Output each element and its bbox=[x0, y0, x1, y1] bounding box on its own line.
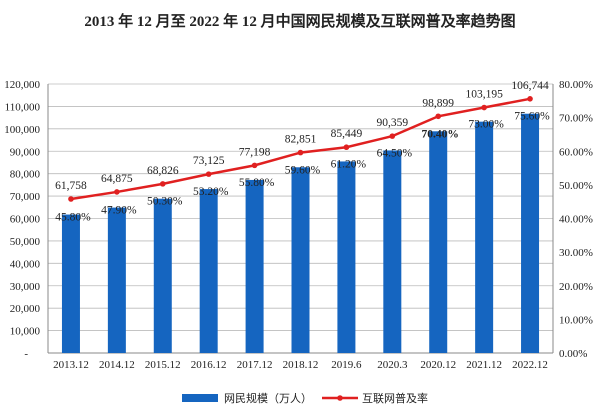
right-tick-label: 50.00% bbox=[559, 180, 593, 192]
left-tick-label: 110,000 bbox=[5, 101, 41, 113]
x-tick-label: 2013.12 bbox=[53, 359, 89, 371]
rate-value-label: 55.80% bbox=[239, 177, 275, 189]
rate-value-label: 70.40% bbox=[422, 128, 459, 140]
bar bbox=[199, 189, 218, 353]
x-tick-label: 2016.12 bbox=[191, 359, 227, 371]
line-point bbox=[251, 162, 258, 169]
bar bbox=[107, 207, 126, 353]
bar bbox=[429, 131, 448, 353]
right-tick-label: 20.00% bbox=[559, 281, 593, 293]
x-tick-label: 2014.12 bbox=[99, 359, 135, 371]
x-tick-label: 2019.6 bbox=[331, 359, 362, 371]
x-tick-label: 2020.3 bbox=[377, 359, 408, 371]
x-tick-label: 2022.12 bbox=[512, 359, 548, 371]
right-tick-label: 30.00% bbox=[559, 247, 593, 259]
line-point bbox=[205, 171, 212, 177]
bar-value-label: 73,125 bbox=[193, 155, 225, 167]
rate-value-label: 61.20% bbox=[331, 158, 367, 170]
bar-value-label: 90,359 bbox=[377, 117, 409, 129]
line-point bbox=[435, 113, 442, 120]
bar-value-label: 64,875 bbox=[101, 173, 133, 185]
left-tick-label: 70,000 bbox=[10, 191, 41, 203]
bar-value-label: 61,758 bbox=[55, 180, 87, 192]
left-tick-label: 40,000 bbox=[10, 258, 41, 270]
left-tick-label: 100,000 bbox=[4, 124, 40, 136]
line-point bbox=[114, 189, 120, 195]
right-tick-label: 0.00% bbox=[559, 348, 587, 360]
x-tick-label: 2015.12 bbox=[145, 359, 181, 371]
line-point bbox=[297, 149, 304, 156]
bar-value-label: 77,198 bbox=[239, 146, 271, 158]
line-point bbox=[343, 144, 350, 151]
bar-value-label: 82,851 bbox=[285, 134, 317, 146]
left-tick-label: 30,000 bbox=[10, 281, 41, 293]
line-point bbox=[159, 181, 166, 187]
left-tick-label: 120,000 bbox=[4, 79, 40, 91]
x-tick-label: 2018.12 bbox=[283, 359, 319, 371]
rate-value-label: 47.90% bbox=[101, 205, 137, 217]
bar bbox=[291, 167, 310, 353]
right-tick-label: 10.00% bbox=[559, 314, 593, 326]
bar bbox=[383, 150, 402, 353]
rate-value-label: 73.00% bbox=[468, 119, 504, 131]
left-tick-label: 10,000 bbox=[10, 326, 41, 338]
legend-bar-swatch bbox=[182, 394, 218, 402]
chart-title: 2013 年 12 月至 2022 年 12 月中国网民规模及互联网普及率趋势图 bbox=[84, 14, 516, 30]
x-tick-label: 2021.12 bbox=[466, 359, 502, 371]
line-point bbox=[68, 196, 74, 202]
rate-value-label: 45.80% bbox=[55, 212, 91, 224]
rate-value-label: 53.20% bbox=[193, 186, 229, 198]
left-tick-label: - bbox=[24, 348, 28, 360]
bar bbox=[153, 198, 172, 353]
bar bbox=[337, 161, 356, 353]
line-point bbox=[389, 133, 396, 139]
left-tick-label: 60,000 bbox=[10, 214, 41, 226]
rate-value-label: 59.60% bbox=[285, 164, 321, 176]
right-tick-label: 80.00% bbox=[559, 79, 593, 91]
legend-line-marker bbox=[337, 395, 343, 401]
bar bbox=[475, 121, 494, 354]
line-point bbox=[527, 95, 533, 102]
legend-line-label: 互联网普及率 bbox=[362, 391, 428, 405]
bar-value-label: 106,744 bbox=[511, 80, 549, 92]
left-tick-label: 90,000 bbox=[10, 146, 41, 158]
bar-value-label: 98,899 bbox=[422, 97, 454, 109]
x-tick-label: 2017.12 bbox=[237, 359, 273, 371]
left-tick-label: 20,000 bbox=[10, 303, 41, 315]
bar bbox=[521, 113, 540, 353]
right-tick-label: 40.00% bbox=[559, 214, 593, 226]
legend-bar-label: 网民规模（万人） bbox=[224, 391, 312, 405]
right-tick-label: 60.00% bbox=[559, 146, 593, 158]
bar-value-label: 68,826 bbox=[147, 165, 179, 177]
left-tick-label: 50,000 bbox=[10, 236, 41, 248]
bar-value-label: 85,449 bbox=[331, 128, 363, 140]
line-point bbox=[481, 104, 487, 111]
left-tick-label: 80,000 bbox=[10, 169, 41, 181]
rate-value-label: 50.30% bbox=[147, 196, 183, 208]
bar bbox=[245, 179, 264, 353]
rate-value-label: 64.50% bbox=[377, 147, 413, 159]
bar bbox=[61, 214, 80, 353]
rate-value-label: 75.60% bbox=[514, 111, 550, 123]
bar-value-label: 103,195 bbox=[465, 89, 503, 101]
x-tick-label: 2020.12 bbox=[420, 359, 456, 371]
right-tick-label: 70.00% bbox=[559, 113, 593, 125]
